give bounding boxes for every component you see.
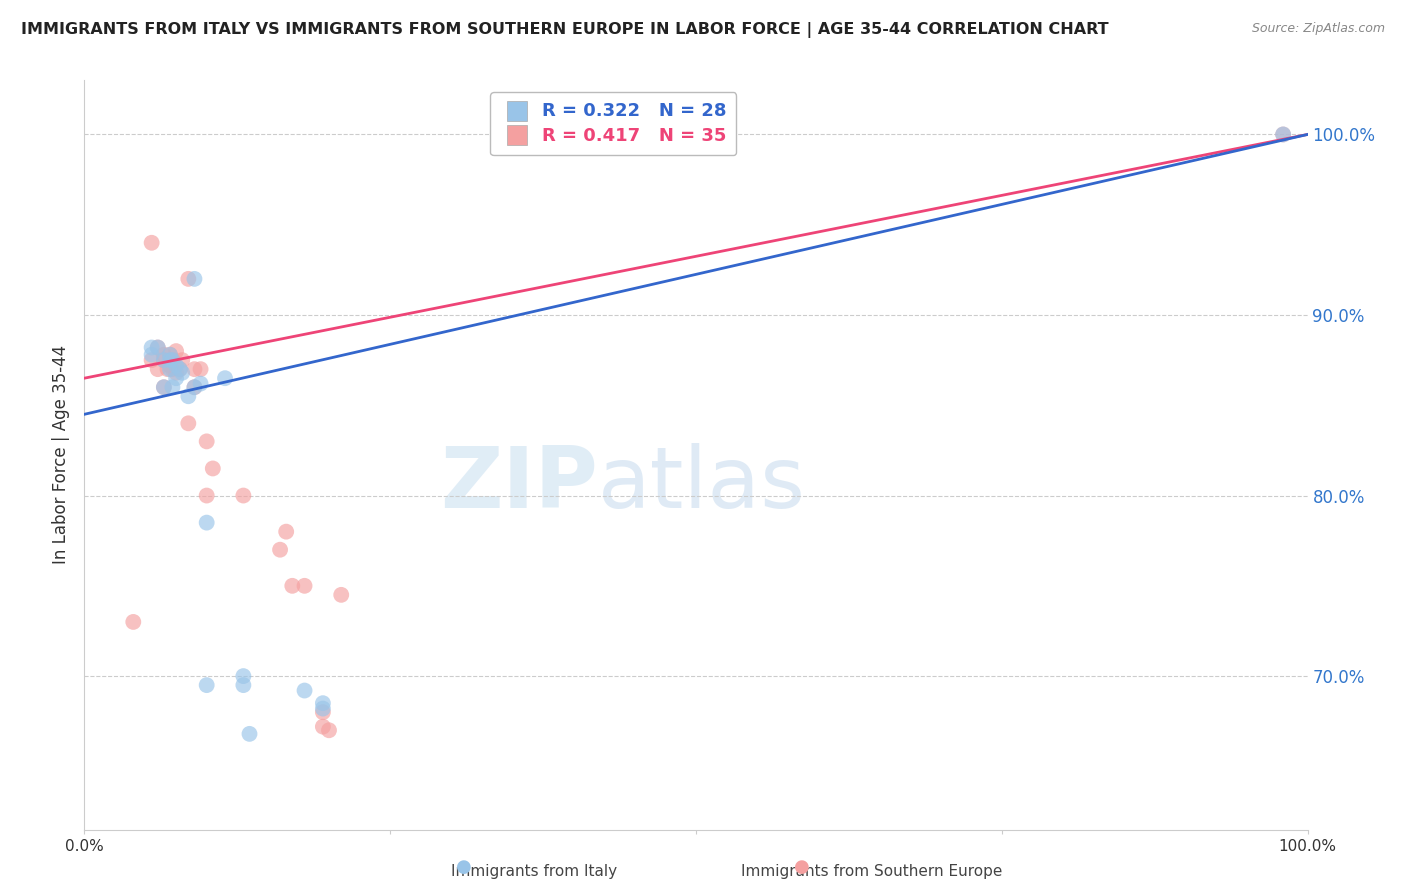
Point bbox=[177, 389, 200, 403]
Point bbox=[201, 461, 224, 475]
Point bbox=[232, 489, 254, 503]
Point bbox=[156, 362, 179, 376]
Point bbox=[162, 353, 184, 368]
Point bbox=[153, 380, 176, 394]
Text: atlas: atlas bbox=[598, 443, 806, 526]
Point bbox=[330, 588, 353, 602]
Point bbox=[153, 348, 176, 362]
Point bbox=[153, 380, 176, 394]
Point bbox=[146, 362, 169, 376]
Point bbox=[159, 353, 181, 368]
Point bbox=[232, 669, 254, 683]
Point bbox=[159, 359, 181, 373]
Point bbox=[190, 362, 212, 376]
Point bbox=[183, 362, 205, 376]
Point bbox=[172, 353, 194, 368]
Point bbox=[141, 341, 163, 355]
Point bbox=[162, 380, 184, 394]
Point bbox=[318, 723, 340, 738]
Point bbox=[1272, 128, 1295, 142]
Point bbox=[146, 341, 169, 355]
Text: ●: ● bbox=[456, 858, 472, 876]
Point bbox=[232, 678, 254, 692]
Point bbox=[122, 615, 145, 629]
Point bbox=[183, 380, 205, 394]
Point bbox=[183, 272, 205, 286]
Point bbox=[312, 701, 335, 715]
Point bbox=[159, 348, 181, 362]
Text: ZIP: ZIP bbox=[440, 443, 598, 526]
Point bbox=[159, 348, 181, 362]
Point bbox=[169, 362, 191, 376]
Point bbox=[294, 683, 316, 698]
Point bbox=[312, 720, 335, 734]
Point bbox=[153, 353, 176, 368]
Text: Immigrants from Italy: Immigrants from Italy bbox=[451, 863, 617, 879]
Point bbox=[162, 353, 184, 368]
Point bbox=[214, 371, 236, 385]
Point bbox=[312, 696, 335, 710]
Point bbox=[281, 579, 304, 593]
Text: ●: ● bbox=[793, 858, 810, 876]
Point bbox=[195, 434, 218, 449]
Point bbox=[165, 344, 187, 359]
Point bbox=[141, 348, 163, 362]
Point bbox=[269, 542, 291, 557]
Text: Immigrants from Southern Europe: Immigrants from Southern Europe bbox=[741, 863, 1002, 879]
Point bbox=[165, 366, 187, 380]
Point bbox=[190, 376, 212, 391]
Point bbox=[169, 362, 191, 376]
Y-axis label: In Labor Force | Age 35-44: In Labor Force | Age 35-44 bbox=[52, 345, 70, 565]
Point bbox=[146, 341, 169, 355]
Point bbox=[141, 235, 163, 250]
Point bbox=[276, 524, 298, 539]
Point bbox=[141, 353, 163, 368]
Point bbox=[162, 362, 184, 376]
Text: IMMIGRANTS FROM ITALY VS IMMIGRANTS FROM SOUTHERN EUROPE IN LABOR FORCE | AGE 35: IMMIGRANTS FROM ITALY VS IMMIGRANTS FROM… bbox=[21, 22, 1109, 38]
Point bbox=[183, 380, 205, 394]
Point bbox=[165, 371, 187, 385]
Point bbox=[172, 366, 194, 380]
Text: Source: ZipAtlas.com: Source: ZipAtlas.com bbox=[1251, 22, 1385, 36]
Point bbox=[312, 705, 335, 719]
Point bbox=[153, 353, 176, 368]
Point bbox=[177, 272, 200, 286]
Legend: R = 0.322   N = 28, R = 0.417   N = 35: R = 0.322 N = 28, R = 0.417 N = 35 bbox=[491, 93, 737, 155]
Point bbox=[165, 359, 187, 373]
Point bbox=[294, 579, 316, 593]
Point bbox=[195, 516, 218, 530]
Point bbox=[195, 489, 218, 503]
Point bbox=[238, 727, 260, 741]
Point bbox=[195, 678, 218, 692]
Point bbox=[159, 362, 181, 376]
Point bbox=[1272, 128, 1295, 142]
Point bbox=[177, 417, 200, 431]
